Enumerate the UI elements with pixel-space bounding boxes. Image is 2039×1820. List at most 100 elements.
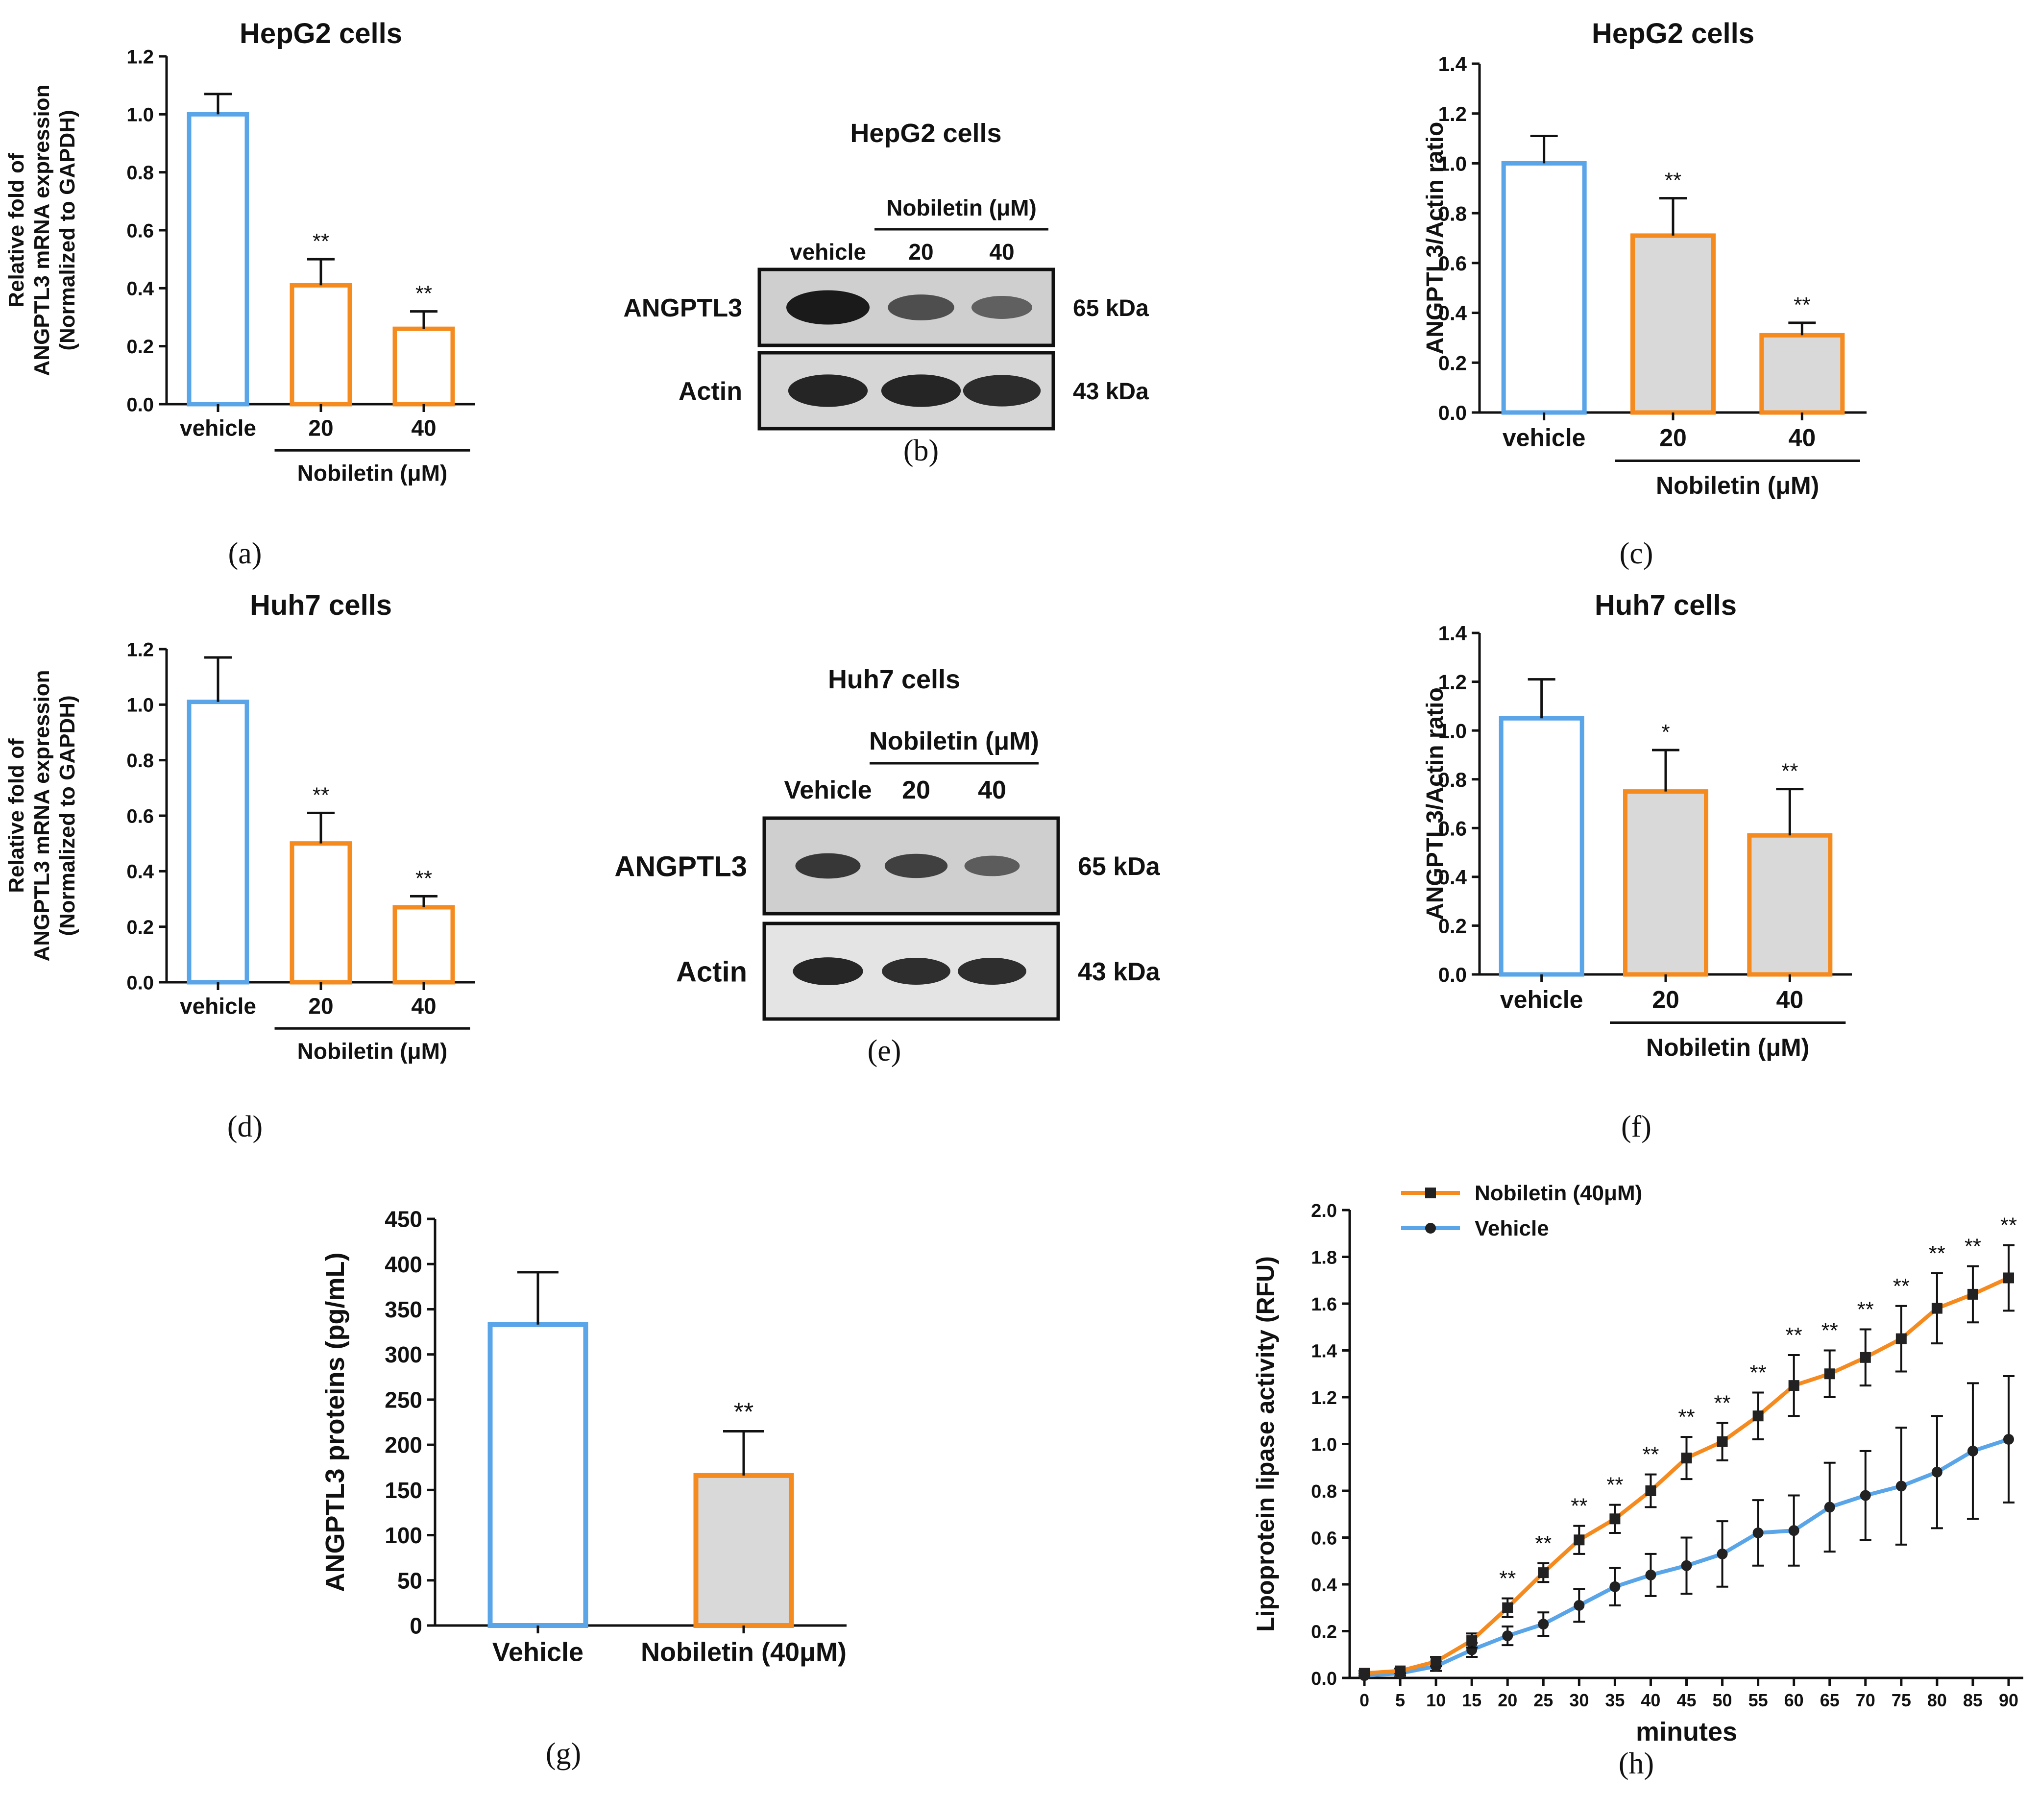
x-tick-label: vehicle [1500, 986, 1583, 1014]
y-tick-label: 0.0 [1438, 963, 1467, 986]
x-tick-label: 50 [1713, 1690, 1732, 1710]
chart-title: HepG2 cells [240, 18, 402, 49]
significance-marker: ** [1606, 1473, 1623, 1497]
x-tick-label: 40 [411, 415, 436, 440]
significance-marker: ** [1794, 293, 1810, 317]
data-point-circle [1717, 1548, 1728, 1559]
blot-title: Huh7 cells [828, 665, 960, 694]
x-tick-label: 85 [1963, 1690, 1983, 1710]
data-point-square [1645, 1485, 1656, 1496]
x-tick-label: 20 [1498, 1690, 1517, 1710]
significance-marker: ** [1665, 169, 1681, 193]
data-point-square [1466, 1635, 1478, 1646]
data-point-square [1824, 1368, 1835, 1380]
treatment-label: Nobiletin (μM) [869, 727, 1039, 755]
y-tick-label: 1.4 [1438, 622, 1467, 645]
y-tick-label: 0.2 [1438, 915, 1467, 938]
significance-marker: ** [1642, 1443, 1659, 1467]
bar-1 [1499, 716, 1584, 977]
y-tick-label: 1.0 [126, 695, 154, 716]
bar-chart-c: 0.0 0.2 0.4 0.6 0.8 1.0 1.2 1.4 vehicle 20 ** 40 ** A… [1422, 18, 1867, 570]
panel-label: (f) [1621, 1110, 1651, 1143]
data-point-circle [1931, 1466, 1942, 1478]
data-point-square [1538, 1567, 1549, 1578]
significance-marker: * [1661, 720, 1670, 744]
y-tick-label: 200 [385, 1432, 422, 1458]
western-blot-b: HepG2 cells Nobiletin (μM) vehicle 20 40 ANGP… [623, 119, 1149, 467]
y-tick-label: 0.6 [1438, 817, 1467, 840]
y-axis-label: (Normalized to GAPDH) [55, 695, 79, 936]
data-point-circle [1788, 1525, 1799, 1536]
significance-marker: ** [734, 1398, 753, 1426]
y-tick-label: 1.8 [1311, 1248, 1337, 1268]
line-chart-h: 0.0 0.2 0.4 0.6 0.8 1.0 1.2 1.4 1.6 1.8 2.0 0 5 10 15 2… [1252, 1181, 2023, 1780]
series-nobiletin [1359, 1244, 2015, 1679]
x-axis-label: minutes [1636, 1717, 1737, 1747]
panel-label: (c) [1620, 537, 1653, 570]
significance-marker: ** [1571, 1494, 1587, 1518]
bar-1 [1501, 161, 1587, 415]
significance-marker: ** [1781, 759, 1798, 783]
y-axis-label: ANGPTL3/Actin ratio [1422, 687, 1448, 920]
protein-band [881, 374, 961, 407]
x-tick-label: Vehicle [492, 1638, 583, 1667]
bar-1 [187, 112, 249, 407]
y-tick-label: 1.6 [1311, 1294, 1337, 1315]
y-tick-label: 0.2 [126, 336, 154, 358]
blot-title: HepG2 cells [850, 119, 1001, 148]
x-tick-label: 40 [411, 993, 436, 1019]
data-point-circle [1574, 1600, 1585, 1611]
data-point-circle [1645, 1569, 1656, 1580]
y-tick-label: 400 [385, 1252, 422, 1277]
lane-label: Vehicle [784, 776, 872, 804]
data-point-square [1788, 1380, 1799, 1391]
y-tick-label: 0.6 [1438, 252, 1467, 275]
y-tick-label: 0.4 [126, 278, 154, 300]
y-tick-label: 0.4 [1438, 302, 1467, 325]
x-tick-label: 20 [1652, 986, 1679, 1014]
x-tick-label: 35 [1605, 1690, 1625, 1710]
data-point-circle [1967, 1445, 1978, 1456]
significance-marker: ** [1499, 1567, 1516, 1591]
y-tick-label: 1.2 [126, 46, 154, 68]
data-point-circle [1860, 1490, 1871, 1501]
y-tick-label: 1.0 [1311, 1435, 1337, 1456]
protein-band [882, 957, 950, 985]
bar-3 [392, 905, 455, 985]
significance-marker: ** [1821, 1319, 1838, 1343]
x-tick-label: 40 [1641, 1690, 1660, 1710]
data-point-square [2003, 1272, 2014, 1284]
protein-band [795, 853, 861, 879]
lane-label: 40 [989, 239, 1014, 265]
x-tick-label: 65 [1820, 1690, 1840, 1710]
y-tick-label: 1.2 [1311, 1388, 1337, 1408]
protein-band [971, 296, 1033, 319]
y-tick-label: 0.4 [1438, 866, 1467, 889]
x-tick-label: 45 [1676, 1690, 1696, 1710]
protein-band [958, 957, 1026, 985]
bar-2 [693, 1473, 794, 1628]
y-axis-label: ANGPTL3 proteins (pg/mL) [320, 1253, 350, 1592]
y-tick-label: 2.0 [1311, 1201, 1337, 1221]
y-tick-label: 0.6 [1311, 1529, 1337, 1549]
protein-band [793, 957, 863, 985]
blot-row-label: ANGPTL3 [623, 294, 742, 322]
data-point-square [1681, 1453, 1692, 1464]
legend-marker [1425, 1188, 1436, 1198]
y-tick-label: 1.0 [1438, 152, 1467, 175]
data-point-square [1860, 1352, 1871, 1363]
y-tick-label: 0.8 [126, 162, 154, 184]
data-point-circle [1752, 1527, 1764, 1538]
chart-title: HepG2 cells [1592, 18, 1754, 49]
y-tick-label: 1.2 [126, 639, 154, 660]
legend-marker [1425, 1223, 1436, 1234]
x-tick-label: Nobiletin (40μM) [641, 1638, 847, 1667]
data-point-square [1502, 1602, 1513, 1613]
significance-marker: ** [2000, 1213, 2017, 1238]
significance-marker: ** [1857, 1298, 1874, 1322]
x-tick-label: 60 [1784, 1690, 1804, 1710]
bar-1 [487, 1322, 588, 1628]
data-point-square [1395, 1665, 1406, 1676]
y-tick-label: 0 [410, 1613, 422, 1639]
x-tick-label: vehicle [1503, 424, 1586, 452]
